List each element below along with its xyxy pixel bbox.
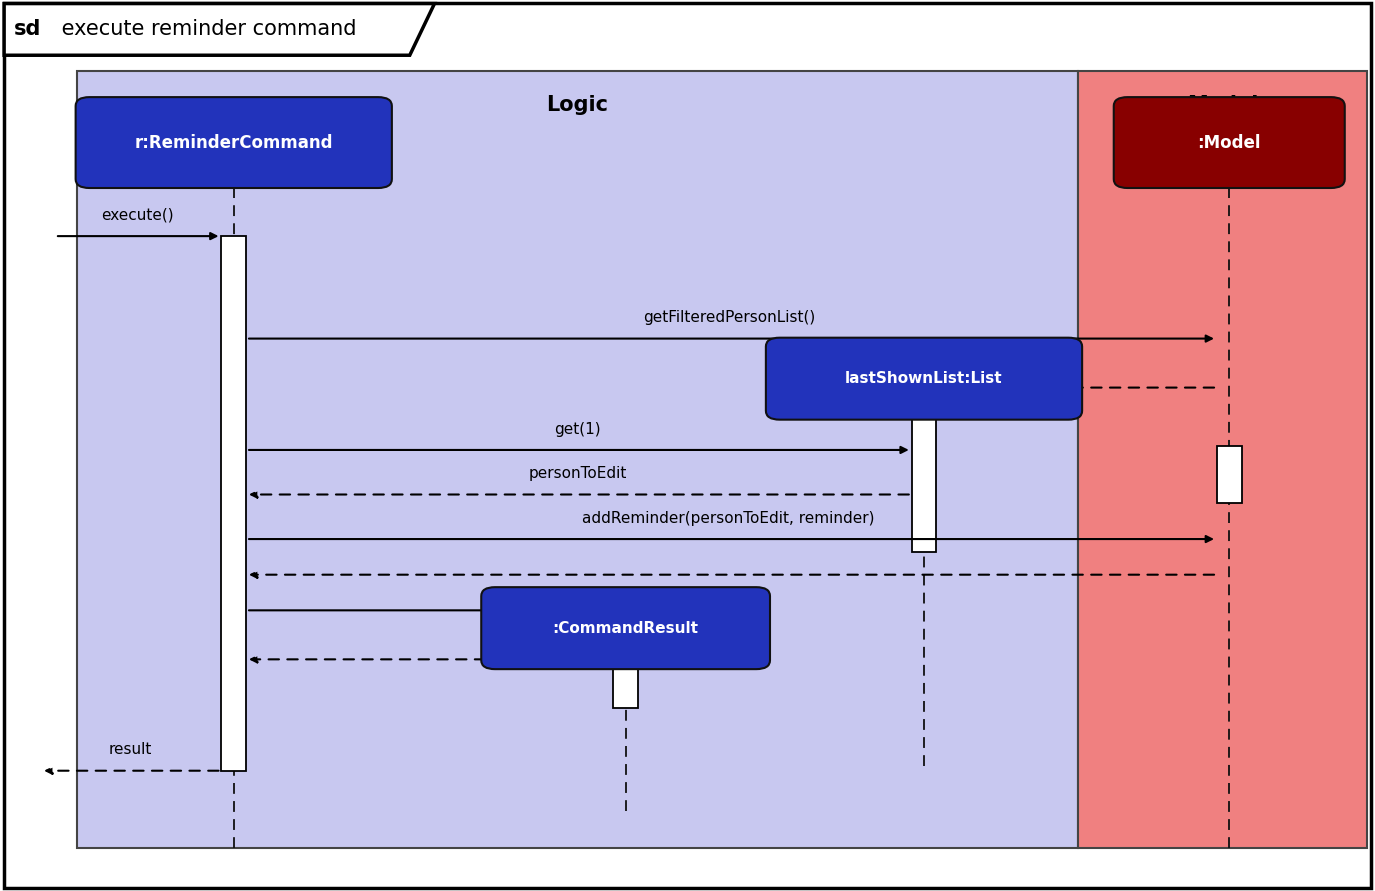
- Text: lastShownList:List: lastShownList:List: [846, 372, 1002, 386]
- Text: addReminder(personToEdit, reminder): addReminder(personToEdit, reminder): [583, 511, 874, 526]
- Text: sd: sd: [14, 20, 41, 39]
- Bar: [613, 659, 638, 708]
- Bar: [912, 414, 936, 552]
- Text: get(1): get(1): [554, 421, 601, 437]
- Text: result: result: [109, 742, 153, 757]
- Polygon shape: [4, 4, 434, 55]
- FancyBboxPatch shape: [766, 338, 1082, 420]
- FancyBboxPatch shape: [76, 97, 392, 188]
- Text: Logic: Logic: [546, 95, 609, 115]
- Bar: [1078, 71, 1367, 848]
- Text: Model: Model: [1187, 95, 1258, 115]
- Text: getFilteredPersonList(): getFilteredPersonList(): [642, 310, 815, 325]
- Text: personToEdit: personToEdit: [528, 466, 627, 481]
- FancyBboxPatch shape: [481, 587, 770, 669]
- Bar: [1217, 446, 1242, 503]
- Text: r:ReminderCommand: r:ReminderCommand: [135, 134, 333, 151]
- Text: execute reminder command: execute reminder command: [55, 20, 356, 39]
- Bar: [77, 71, 1078, 848]
- FancyBboxPatch shape: [1114, 97, 1345, 188]
- Bar: [221, 236, 246, 771]
- Text: :CommandResult: :CommandResult: [553, 621, 698, 635]
- Text: execute(): execute(): [102, 208, 173, 223]
- Text: :Model: :Model: [1198, 134, 1261, 151]
